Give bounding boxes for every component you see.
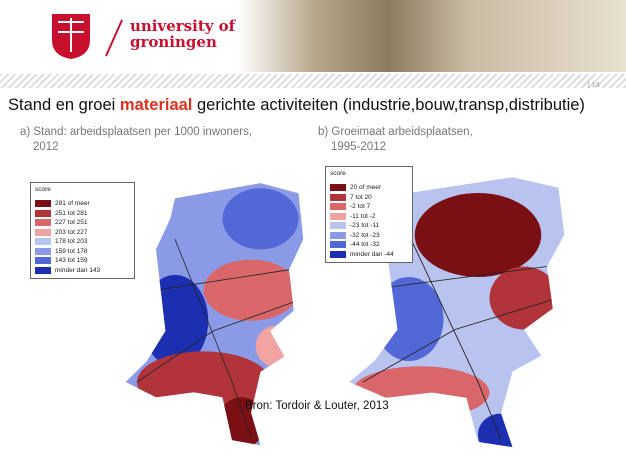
legend: score 281 of meer 251 tot 281 227 tot 251 20… <box>30 182 135 279</box>
legend-item: 159 tot 178 <box>35 247 130 257</box>
legend-swatch <box>35 248 51 255</box>
title: Stand en groei materiaal gerichte activi… <box>8 96 585 115</box>
legend-label: 143 tot 159 <box>55 257 88 264</box>
caption-line: a) Stand: arbeidsplaatsen per 1000 inwon… <box>20 125 252 140</box>
legend-swatch <box>35 267 51 274</box>
legend-label: -44 tot -32 <box>350 241 380 248</box>
legend-item: -32 tot -23 <box>330 231 408 241</box>
legend-swatch <box>35 219 51 226</box>
page-number: | 14 <box>588 82 600 89</box>
caption-line: 1995-2012 <box>318 140 473 155</box>
logo-slash <box>104 18 124 58</box>
map-a <box>118 178 308 453</box>
legend-item: 281 of meer <box>35 199 130 209</box>
legend-swatch <box>330 194 346 201</box>
legend-item: 7 tot 20 <box>330 193 408 203</box>
legend-title: score <box>35 186 130 193</box>
legend-swatch <box>330 184 346 191</box>
legend-item: minder dan -44 <box>330 250 408 260</box>
caption: b) Groeimaat arbeidsplaatsen,1995-2012 <box>318 125 473 155</box>
legend-item: -44 tot -32 <box>330 240 408 250</box>
legend-label: 178 tot 203 <box>55 238 88 245</box>
legend-label: 203 tot 227 <box>55 229 88 236</box>
logo-text: university of groningen <box>130 18 235 50</box>
legend-swatch <box>35 257 51 264</box>
legend-label: -11 tot -2 <box>350 213 376 220</box>
legend-item: 251 tot 281 <box>35 209 130 219</box>
caption: a) Stand: arbeidsplaatsen per 1000 inwon… <box>20 125 252 155</box>
legend-label: -32 tot -23 <box>350 232 380 239</box>
logo-line: groningen <box>130 34 235 50</box>
legend-label: -2 tot 7 <box>350 203 370 210</box>
legend-item: 178 tot 203 <box>35 237 130 247</box>
legend-item: 20 of meer <box>330 183 408 193</box>
legend: score 20 of meer 7 tot 20 -2 tot 7 -11 tot -… <box>325 166 413 263</box>
caption-line: 2012 <box>20 140 252 155</box>
legend-swatch <box>330 251 346 258</box>
legend-swatch <box>330 213 346 220</box>
legend-swatch <box>330 232 346 239</box>
stripe <box>0 74 626 88</box>
legend-swatch <box>35 238 51 245</box>
legend-item: minder dan 143 <box>35 266 130 276</box>
legend-item: -23 tot -11 <box>330 221 408 231</box>
legend-label: 251 tot 281 <box>55 210 88 217</box>
title-text: Stand en groei <box>8 96 120 114</box>
legend-label: minder dan 143 <box>55 267 100 274</box>
legend-item: -2 tot 7 <box>330 202 408 212</box>
legend-swatch <box>330 222 346 229</box>
caption-line: b) Groeimaat arbeidsplaatsen, <box>318 125 473 140</box>
legend-title: score <box>330 170 408 177</box>
legend-label: -23 tot -11 <box>350 222 379 229</box>
legend-swatch <box>35 210 51 217</box>
title-text: gerichte activiteiten (industrie,bouw,tr… <box>192 96 585 114</box>
legend-label: 20 of meer <box>350 184 381 191</box>
legend-item: 203 tot 227 <box>35 228 130 238</box>
legend-label: 7 tot 20 <box>350 194 372 201</box>
title-highlight: materiaal <box>120 96 192 114</box>
legend-label: 159 tot 178 <box>55 248 88 255</box>
legend-label: 227 tot 251 <box>55 219 88 226</box>
legend-item: 143 tot 159 <box>35 256 130 266</box>
source: Bron: Tordoir & Louter, 2013 <box>245 400 389 412</box>
legend-label: 281 of meer <box>55 200 90 207</box>
legend-swatch <box>330 203 346 210</box>
legend-item: -11 tot -2 <box>330 212 408 222</box>
slide: university of groningen | 14 Stand en gr… <box>0 0 626 461</box>
logo-line: university of <box>130 18 235 34</box>
legend-label: minder dan -44 <box>350 251 394 258</box>
legend-swatch <box>330 241 346 248</box>
logo-shield <box>50 12 92 60</box>
header-photo <box>0 0 626 72</box>
legend-swatch <box>35 200 51 207</box>
legend-item: 227 tot 251 <box>35 218 130 228</box>
legend-swatch <box>35 229 51 236</box>
